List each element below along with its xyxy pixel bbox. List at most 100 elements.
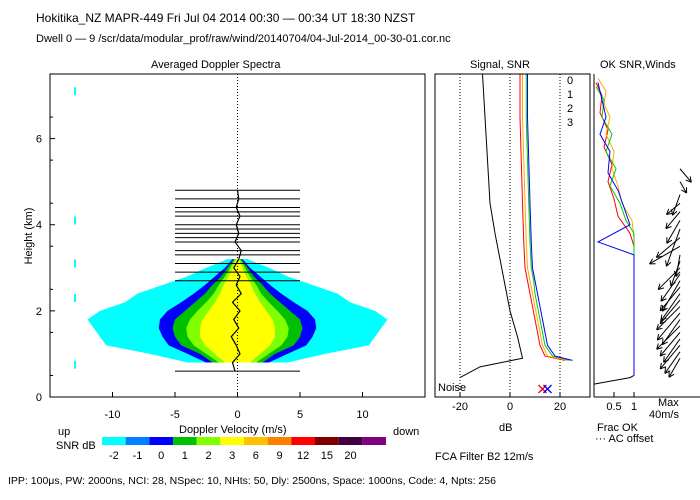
wind-arrow-shaft (659, 286, 681, 312)
spectra-title: Averaged Doppler Spectra (151, 59, 281, 71)
spectra-noise-speck-2 (74, 259, 76, 268)
wind-arrow-head (673, 270, 677, 277)
snr-xtick-0: -20 (452, 401, 468, 413)
wind-arrow-head (660, 321, 666, 325)
colorbar-label-5: 3 (229, 450, 235, 462)
wind-arrow-head (660, 353, 666, 357)
wind-arrow-head (660, 295, 663, 302)
wind-arrow-head (666, 208, 670, 215)
wind-arrow-head (665, 222, 668, 229)
fraction-ok-series-2 (595, 86, 635, 376)
snr-xlabel: dB (499, 422, 513, 434)
wind-arrow-head (669, 280, 672, 287)
colorbar-swatch-10 (338, 437, 363, 445)
wind-arrow-shaft (659, 332, 681, 357)
wind-arrow-6 (661, 319, 681, 346)
ac-offset-label: ··· AC offset (595, 433, 654, 445)
spectra-noise-speck-3 (74, 216, 76, 225)
wind-arrow-4 (659, 332, 681, 357)
colorbar-label-10: 20 (344, 450, 356, 462)
wind-arrow-head (672, 210, 678, 216)
winds-title: OK SNR,Winds (600, 59, 676, 71)
wind-arrow-head (661, 338, 664, 345)
wind-arrow-head (657, 337, 664, 341)
winds-xtick-0: 0.5 (606, 401, 621, 413)
wind-arrow-head (670, 281, 676, 287)
wind-arrow-21 (665, 211, 681, 230)
legend-label-2: 2 (567, 103, 573, 115)
snr-series-1 (522, 74, 568, 361)
wind-arrow-shaft (665, 228, 681, 267)
spectra-noise-speck-0 (74, 360, 76, 369)
wind-arrow-head (666, 212, 673, 216)
wind-arrow-head (675, 271, 681, 277)
fraction-ok-ground-line (593, 375, 635, 385)
wind-arrow-shaft (659, 344, 681, 370)
spectra-xtick-4: 10 (356, 409, 368, 421)
spectra-envelope-4 (200, 259, 275, 363)
colorbar-swatch-11 (362, 437, 386, 445)
wind-arrow-head (666, 239, 673, 244)
wind-arrow-head (658, 287, 665, 291)
spectra-xlabel: Doppler Velocity (m/s) (179, 424, 287, 436)
colorbar-swatch-6 (244, 437, 268, 445)
wind-arrow-head (656, 334, 660, 341)
footer-params: IPP: 100μs, PW: 2000ns, NCI: 28, NSpec: … (8, 475, 496, 487)
wind-arrow-20 (666, 220, 681, 244)
legend-label-0: 0 (567, 75, 573, 87)
wind-arrow-shaft (649, 245, 681, 265)
wind-arrow-16 (673, 254, 681, 277)
up-label: up (58, 426, 71, 438)
wind-arrow-24 (679, 181, 688, 194)
wind-arrow-head (671, 209, 673, 216)
wind-arrow-head (660, 314, 663, 321)
wind-arrow-head (659, 362, 662, 370)
noise-marker-stroke (543, 384, 552, 394)
wind-arrow-head (660, 366, 666, 370)
wind-arrow-shaft (660, 293, 681, 321)
legend-label-3: 3 (567, 117, 573, 129)
wind-arrow-head (657, 283, 661, 290)
colorbar-swatch-8 (291, 437, 315, 445)
wind-arrow-shaft (661, 280, 681, 312)
winds-xtick-1: 1 (631, 401, 637, 413)
fca-filter-label: FCA Filter B2 12m/s (435, 451, 534, 463)
fraction-ok-series-3 (596, 82, 635, 376)
snr-series-0 (519, 74, 566, 361)
wind-arrow-22 (666, 202, 681, 216)
noise-label: Noise (438, 382, 467, 394)
spectra-ylabel: Height (km) (23, 208, 35, 265)
spectra-ytick-2: 4 (36, 220, 42, 232)
colorbar-label-9: 15 (321, 450, 333, 462)
colorbar-label-3: 1 (182, 450, 188, 462)
wind-arrow-10 (660, 293, 681, 322)
spectra-xtick-0: -10 (105, 409, 121, 421)
wind-arrow-5 (656, 325, 681, 350)
wind-arrow-head (656, 343, 659, 350)
wind-arrow-shaft (672, 194, 681, 216)
wind-arrow-head (666, 261, 672, 267)
colorbar-label-4: 2 (205, 450, 211, 462)
wind-arrow-shaft (656, 312, 681, 341)
colorbar-label: SNR dB (56, 440, 96, 452)
wind-arrow-head (659, 304, 662, 311)
max-speed-label: 40m/s (649, 409, 679, 421)
colorbar-label-1: -1 (133, 450, 143, 462)
wind-arrow-shaft (665, 211, 681, 229)
fraction-ok-label: Frac OK (597, 422, 638, 434)
spectra-noise-speck-1 (74, 293, 76, 302)
colorbar-label-7: 9 (276, 450, 282, 462)
wind-arrow-head (681, 189, 687, 194)
mean-velocity-profile (230, 190, 243, 372)
noise-marker-1 (543, 384, 552, 394)
wind-arrow-head (663, 356, 665, 363)
colorbar-swatch-0 (102, 437, 126, 445)
wind-arrow-head (663, 359, 670, 363)
colorbar-label-8: 12 (297, 450, 309, 462)
wind-arrow-head (662, 307, 668, 312)
down-label: down (393, 426, 420, 438)
wind-arrow-head (655, 251, 660, 258)
wind-arrow-shaft (661, 319, 681, 345)
colorbar-swatch-9 (315, 437, 339, 445)
wind-arrow-head (665, 260, 667, 267)
